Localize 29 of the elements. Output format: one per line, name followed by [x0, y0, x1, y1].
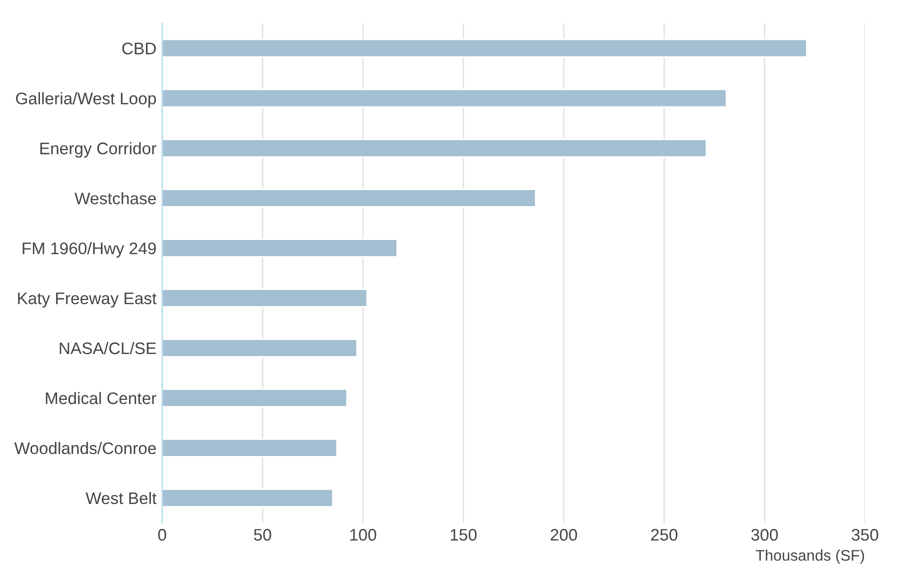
y-tick-label: Woodlands/Conroe — [14, 442, 156, 454]
y-tick-label: Westchase — [74, 192, 156, 204]
y-tick-label: NASA/CL/SE — [60, 342, 156, 354]
y-tick-label: West Belt — [86, 492, 157, 504]
x-tick-label: 350 — [852, 528, 878, 541]
x-tick-label: 50 — [254, 528, 272, 541]
x-tick-label: 0 — [158, 528, 166, 541]
bar — [162, 238, 398, 258]
x-tick-label: 250 — [651, 528, 678, 541]
x-axis-title: Thousands (SF) — [756, 550, 864, 564]
bar — [162, 288, 368, 308]
bar — [162, 188, 536, 208]
x-tick-label: 100 — [350, 528, 376, 541]
bar — [162, 138, 708, 158]
y-tick-label: CBD — [122, 42, 156, 54]
y-tick-label: FM 1960/Hwy 249 — [22, 242, 156, 258]
bar — [162, 38, 808, 58]
bar — [162, 88, 728, 108]
bar — [162, 338, 358, 358]
y-tick-label: Medical Center — [46, 392, 156, 404]
bar — [162, 488, 334, 508]
x-tick-label: 150 — [450, 528, 477, 541]
bar — [162, 388, 348, 408]
bar — [162, 438, 338, 458]
x-tick-label: 300 — [751, 528, 778, 541]
x-tick-label: 200 — [550, 528, 578, 541]
y-tick-label: Galleria/West Loop — [16, 92, 156, 108]
y-tick-label: Energy Corridor — [40, 142, 156, 158]
y-tick-label: Katy Freeway East — [18, 292, 157, 308]
